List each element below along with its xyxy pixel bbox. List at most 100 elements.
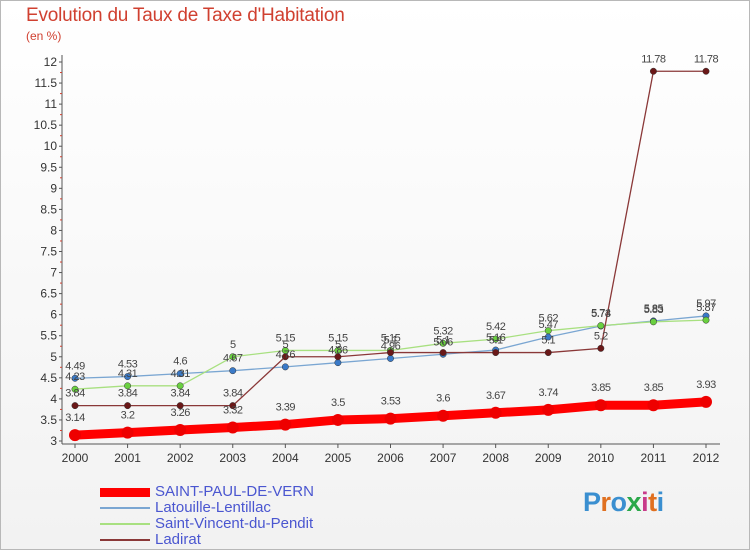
data-label-2: 5.62 [539, 313, 559, 325]
series-point-2 [492, 335, 500, 343]
data-label-2: 5.32 [433, 325, 453, 337]
data-label-0: 3.85 [591, 382, 611, 394]
series-point-3 [702, 67, 710, 75]
series-point-3 [71, 402, 79, 410]
series-point-2 [229, 353, 237, 361]
x-tick-label: 2005 [325, 451, 352, 465]
x-tick-label: 2008 [482, 451, 509, 465]
series-point-0 [279, 418, 292, 431]
x-tick-label: 2002 [167, 451, 194, 465]
y-tick-label: 8 [50, 223, 57, 237]
series-point-3 [334, 353, 342, 361]
series-point-0 [121, 426, 134, 439]
series-point-3 [492, 349, 500, 357]
data-label-3: 5.1 [489, 335, 503, 347]
data-label-2: 5.42 [486, 321, 506, 333]
series-point-1 [334, 359, 342, 367]
series-lines [69, 67, 712, 442]
series-point-0 [647, 399, 660, 412]
y-tick-label: 11 [45, 97, 58, 111]
series-point-1 [71, 374, 79, 382]
data-label-3: 11.78 [641, 53, 666, 65]
data-label-1: 5.97 [696, 298, 716, 310]
series-point-2 [124, 382, 132, 390]
data-labels: 3.14 3.2 3.26 3.32 3.39 3.5 3.53 3.6 3.67 3.74 3.8… [65, 53, 719, 424]
x-tick-label: 2006 [377, 451, 404, 465]
x-tick-label: 2011 [641, 451, 667, 465]
series-point-2 [597, 322, 605, 330]
series-point-0 [69, 429, 81, 442]
legend-swatch [100, 523, 150, 525]
data-label-3: 3.84 [170, 388, 190, 400]
legend-label: SAINT-PAUL-DE-VERN [155, 483, 314, 500]
series-point-2 [439, 339, 447, 347]
y-tick-label: 6 [50, 308, 57, 322]
series-point-3 [124, 402, 132, 410]
data-label-1: 4.96 [381, 340, 401, 352]
series-point-0 [437, 409, 450, 422]
series-point-1 [124, 373, 132, 381]
data-label-2: 5.15 [381, 332, 401, 344]
x-tick-label: 2009 [535, 451, 562, 465]
series-point-1 [176, 370, 184, 378]
data-label-3: 5.1 [384, 335, 398, 347]
y-tick-label: 6.5 [40, 287, 57, 301]
y-tick-label: 7 [50, 266, 57, 280]
series-point-2 [71, 385, 79, 393]
y-tick-label: 4 [50, 392, 57, 406]
series-point-0 [594, 399, 607, 412]
data-label-3: 5 [283, 339, 289, 351]
series-point-3 [597, 344, 605, 352]
y-tick-label: 4.5 [40, 371, 57, 385]
data-label-2: 4.31 [118, 368, 138, 380]
y-tick-label: 10.5 [34, 118, 58, 132]
data-label-0: 3.26 [170, 407, 190, 419]
series-point-3 [439, 349, 447, 357]
brand-letter: i [641, 487, 649, 517]
data-label-3: 11.78 [694, 53, 719, 65]
y-tick-label: 11.5 [35, 76, 58, 90]
y-tick-label: 8.5 [40, 202, 57, 216]
data-label-2: 5.74 [591, 308, 611, 320]
y-tick-label: 3.5 [40, 413, 57, 427]
series-point-2 [702, 316, 710, 324]
legend-swatch [100, 507, 150, 509]
y-tick-label: 7.5 [40, 245, 57, 259]
brand-logo: Proxiti [583, 487, 664, 518]
y-tick-label: 9.5 [40, 160, 57, 174]
x-tick-label: 2010 [587, 451, 614, 465]
brand-letter: o [610, 487, 628, 517]
data-label-2: 5.15 [276, 332, 296, 344]
brand-letter: x [626, 487, 642, 517]
data-label-1: 4.6 [173, 356, 187, 368]
series-point-2 [649, 318, 657, 326]
series-point-0 [174, 424, 187, 437]
brand-letter: i [656, 487, 665, 517]
series-point-3 [229, 402, 237, 410]
series-point-3 [176, 402, 184, 410]
series-point-2 [176, 382, 184, 390]
data-label-0: 3.14 [65, 412, 85, 424]
x-tick-label: 2004 [272, 451, 299, 465]
data-label-1: 5.06 [433, 336, 453, 348]
series-point-3 [649, 67, 657, 75]
data-label-2: 5 [230, 339, 236, 351]
data-label-3: 3.84 [65, 388, 85, 400]
data-label-1: 4.49 [65, 360, 85, 372]
unit-label: (en %) [26, 29, 62, 43]
chart-title: Evolution du Taux de Taxe d'Habitation [26, 5, 345, 26]
series-point-0 [331, 413, 344, 426]
legend-label: Latouille-Lentillac [155, 499, 271, 516]
x-tick-label: 2001 [114, 451, 141, 465]
brand-letter: r [600, 487, 612, 517]
series-point-3 [544, 349, 552, 357]
legend-label: Saint-Vincent-du-Pendit [155, 515, 314, 532]
data-label-1: 5.16 [486, 332, 506, 344]
legend-swatch [100, 539, 150, 541]
data-label-0: 3.5 [331, 397, 345, 409]
series-point-3 [281, 353, 289, 361]
data-label-3: 3.84 [223, 388, 243, 400]
data-label-2: 5.15 [328, 332, 348, 344]
series-point-1 [281, 363, 289, 371]
data-label-0: 3.53 [381, 396, 401, 408]
